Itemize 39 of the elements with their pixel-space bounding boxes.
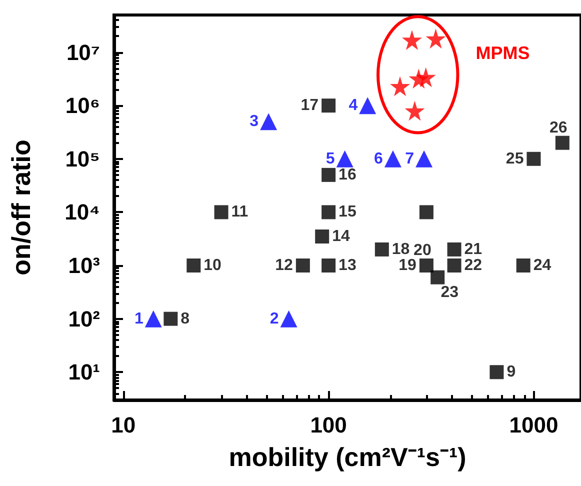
annotation: 22 [464, 257, 482, 274]
annotation: 20 [414, 242, 432, 260]
annotation: 7 [405, 150, 414, 168]
annotation: 15 [338, 204, 356, 221]
annotation: 18 [392, 240, 410, 258]
series-label: MPMS [476, 43, 530, 64]
annotation: 6 [374, 150, 384, 168]
annotation: 26 [550, 119, 568, 136]
annotation: 3 [250, 113, 259, 130]
annotation: 9 [506, 364, 516, 381]
y-tick-label: 10⁷ [66, 40, 100, 65]
annotation: 5 [326, 150, 335, 168]
y-tick-label: 10⁴ [64, 200, 100, 225]
annotation: 10 [204, 257, 222, 274]
y-tick-label: 10¹ [68, 360, 100, 385]
annotation: 2 [270, 310, 279, 328]
annotation: 14 [332, 228, 350, 245]
annotation: 1 [134, 310, 144, 328]
annotation: 8 [180, 310, 190, 328]
x-tick-label: 100 [310, 412, 347, 438]
annotation: 17 [300, 97, 319, 114]
annotation: 4 [348, 97, 358, 114]
x-tick-label: 1000 [509, 412, 558, 438]
y-axis-title: on/off ratio [6, 140, 36, 276]
annotation: 16 [338, 166, 356, 184]
y-tick-label: 10² [68, 306, 100, 332]
y-tick-label: 10³ [68, 253, 100, 278]
annotation: 25 [506, 150, 524, 168]
annotation: 11 [231, 204, 248, 221]
y-tick-label: 10⁶ [65, 93, 100, 118]
annotation: 21 [464, 240, 482, 258]
annotation: 12 [275, 257, 294, 274]
x-axis-title: mobility (cm²V⁻¹s⁻¹) [228, 442, 466, 472]
annotation: 23 [440, 284, 459, 301]
annotation: 24 [533, 257, 552, 274]
y-tick-label: 10⁵ [65, 146, 100, 172]
annotation: 13 [338, 257, 356, 274]
annotation: 19 [398, 257, 417, 274]
x-tick-label: 10 [111, 412, 136, 438]
